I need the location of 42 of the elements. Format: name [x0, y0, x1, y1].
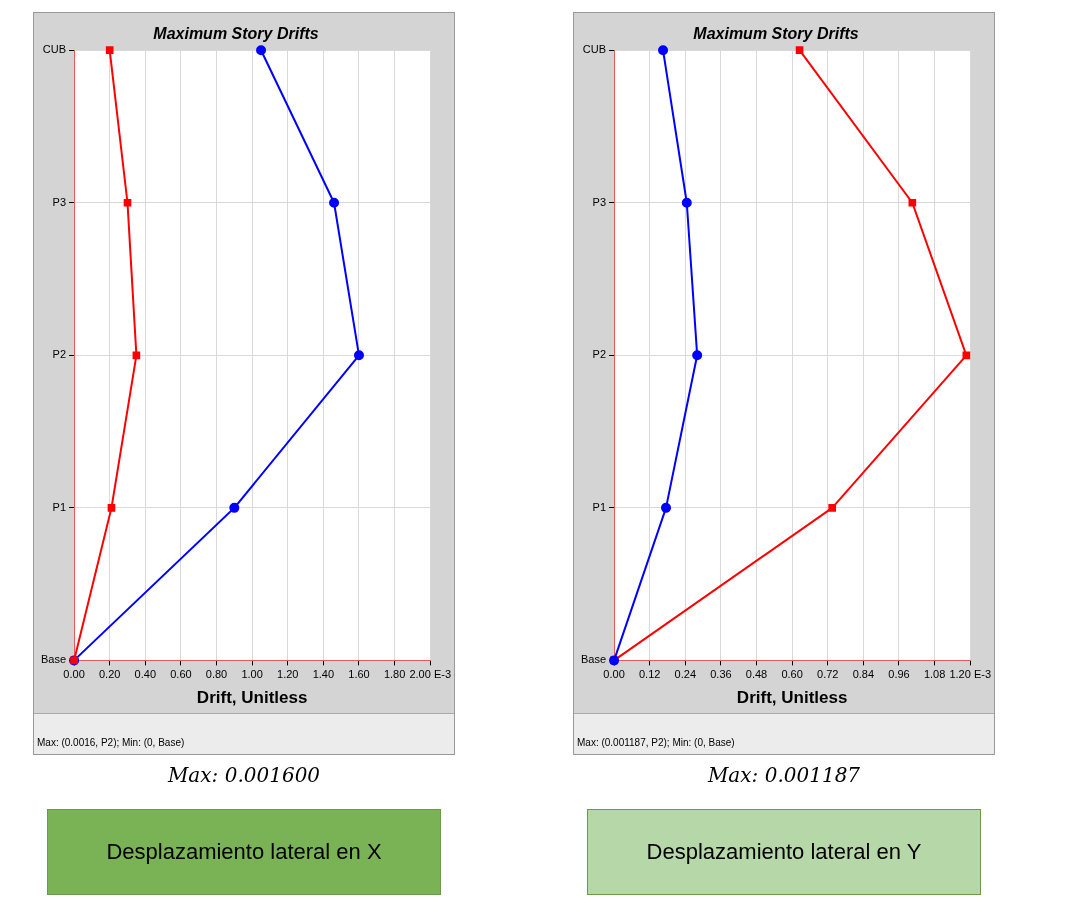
x-axis-title: Drift, Unitless [736, 688, 848, 708]
x-tick-label: 0.20 [98, 668, 121, 681]
y-tick-label: P3 [52, 195, 67, 208]
y-tick-label: P2 [52, 348, 67, 361]
x-tick-label: 1.40 [312, 668, 335, 681]
x-tick-label: 1.08 [923, 668, 946, 681]
text: Desplazamiento lateral en X [47, 809, 441, 895]
x-tick-label: 0.84 [852, 668, 875, 681]
x-axis-title: Drift, Unitless [196, 688, 308, 708]
x-tick-label: 0.72 [817, 668, 839, 681]
x-tick-label: 0.96 [888, 668, 910, 681]
x-tick-label: 1.20 E-3 [949, 668, 992, 681]
y-tick-label: Base [40, 653, 67, 666]
y-tick-label: CUB [582, 43, 607, 56]
x-tick-label: 0.48 [745, 668, 768, 681]
x-tick-label: 0.60 [170, 668, 192, 681]
text: Desplazamiento lateral en Y [587, 809, 981, 895]
y-tick-label: CUB [42, 43, 67, 56]
x-tick-label: 0.00 [603, 668, 625, 681]
x-tick-label: 0.36 [710, 668, 732, 681]
x-tick-label: 1.00 [241, 668, 263, 681]
x-tick-label: 1.60 [348, 668, 370, 681]
x-tick-label: 2.00 E-3 [409, 668, 452, 681]
text: Max: (0.001187, P2); Min: (0, Base) [574, 713, 994, 754]
y-tick-label: P1 [52, 500, 67, 513]
text: Max: (0.0016, P2); Min: (0, Base) [34, 713, 454, 754]
x-tick-label: 0.80 [205, 668, 228, 681]
x-tick-label: 0.00 [63, 668, 85, 681]
y-tick-label: P3 [592, 195, 607, 208]
x-tick-label: 0.12 [638, 668, 661, 681]
x-tick-label: 1.20 [277, 668, 299, 681]
y-tick-label: P1 [592, 500, 607, 513]
chart-title: Maximum Story Drifts [693, 25, 859, 43]
y-tick-label: P2 [592, 348, 607, 361]
text: Max: 0.001600 [167, 763, 321, 787]
x-tick-label: 0.60 [781, 668, 803, 681]
chart-title: Maximum Story Drifts [153, 25, 319, 43]
x-tick-label: 0.24 [674, 668, 697, 681]
y-tick-label: Base [580, 653, 607, 666]
x-tick-label: 1.80 [383, 668, 406, 681]
text: Max: 0.001187 [707, 763, 861, 787]
x-tick-label: 0.40 [134, 668, 157, 681]
